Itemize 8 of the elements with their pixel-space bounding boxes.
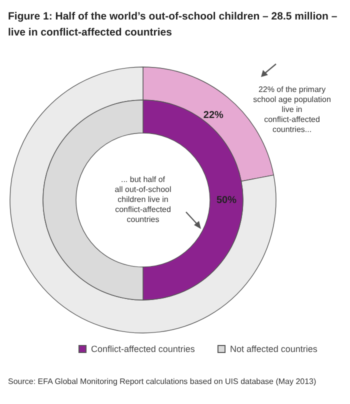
chart-title: Figure 1: Half of the world’s out-of-school children – 28.5 million – live in conflict-affected countries — [8, 10, 338, 38]
data-label: 50% — [216, 195, 237, 206]
legend-label: Conflict-affected countries — [91, 344, 196, 354]
source-note: Source: EFA Global Monitoring Report calculations based on UIS database (May 2013) — [8, 377, 317, 386]
text: 22% of the primary school age population live in conflict-affected countries... — [253, 85, 331, 134]
legend-label: Not affected countries — [230, 344, 318, 354]
data-label: 22% — [203, 110, 224, 121]
text: ... but half of all out-of-school children live in conflict-affected countries — [114, 175, 172, 224]
